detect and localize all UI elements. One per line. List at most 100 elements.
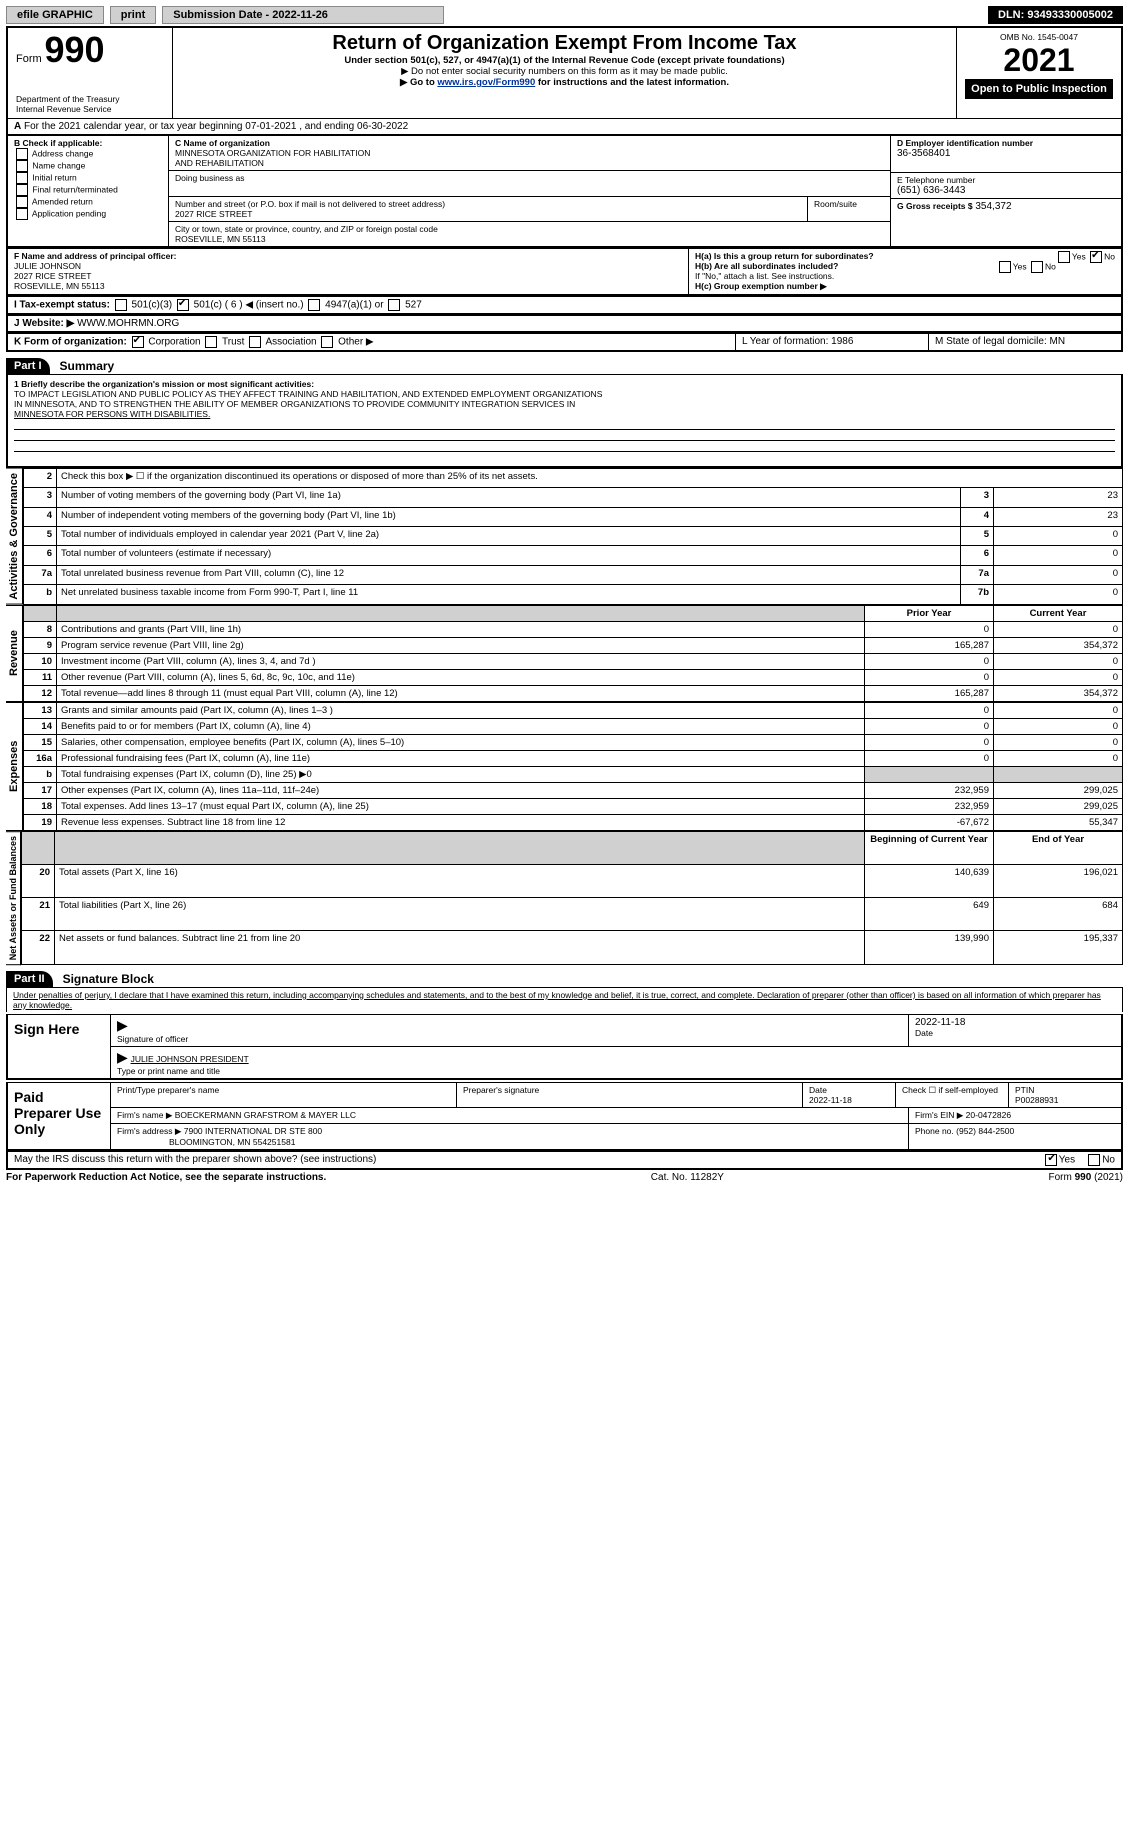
paid-label: Paid Preparer Use Only (8, 1083, 110, 1149)
app-pending-checkbox[interactable] (16, 208, 28, 220)
addr-label: Number and street (or P.O. box if mail i… (175, 199, 801, 209)
arrow-icon: ▶ (117, 1017, 128, 1033)
top-bar: efile GRAPHIC print Submission Date - 20… (6, 6, 1123, 24)
ha-yes-checkbox[interactable] (1058, 251, 1070, 263)
part2-header: Part II Signature Block (6, 971, 1123, 987)
box-m: M State of legal domicile: MN (929, 334, 1121, 350)
paid-preparer-section: Paid Preparer Use Only Print/Type prepar… (6, 1082, 1123, 1151)
box-b-label: B Check if applicable: (14, 138, 162, 148)
prep-name-hdr: Print/Type preparer's name (110, 1083, 456, 1107)
ha-no-checkbox[interactable] (1090, 251, 1102, 263)
prep-sig-hdr: Preparer's signature (456, 1083, 802, 1107)
hc-label: H(c) Group exemption number ▶ (695, 281, 1115, 292)
curr-year-hdr: Current Year (994, 605, 1123, 621)
efile-label: efile GRAPHIC (6, 6, 104, 24)
ein-val: 36-3568401 (897, 148, 1115, 159)
hb-yes-checkbox[interactable] (999, 261, 1011, 273)
officer-group-block: F Name and address of principal officer:… (6, 248, 1123, 296)
side-gov: Activities & Governance (6, 468, 23, 605)
ha-label: H(a) Is this a group return for subordin… (695, 251, 874, 261)
irs-link[interactable]: www.irs.gov/Form990 (437, 77, 535, 88)
gross-receipts: 354,372 (975, 201, 1011, 212)
mission-lead: 1 Briefly describe the organization's mi… (14, 379, 1115, 389)
hb-label: H(b) Are all subordinates included? (695, 261, 838, 271)
box-j-label: J Website: ▶ (14, 318, 74, 329)
na-table: Beginning of Current YearEnd of Year 20T… (21, 831, 1123, 965)
side-exp: Expenses (6, 702, 23, 831)
box-k-label: K Form of organization: (14, 337, 127, 348)
tax-year: 2021 (965, 42, 1113, 79)
4947-checkbox[interactable] (308, 299, 320, 311)
officer-addr2: ROSEVILLE, MN 55113 (14, 281, 682, 291)
dba-label: Doing business as (175, 173, 884, 183)
box-i-label: I Tax-exempt status: (14, 300, 110, 311)
501c-checkbox[interactable] (177, 299, 189, 311)
sig-name-label: Type or print name and title (117, 1066, 1115, 1076)
firm-addr1: 7900 INTERNATIONAL DR STE 800 (184, 1126, 322, 1136)
other-checkbox[interactable] (321, 336, 333, 348)
part2-title: Signature Block (63, 972, 154, 986)
footer-right: Form 990 (2021) (1049, 1172, 1123, 1183)
discuss-row: May the IRS discuss this return with the… (6, 1151, 1123, 1170)
corp-checkbox[interactable] (132, 336, 144, 348)
exp-table: 13Grants and similar amounts paid (Part … (23, 702, 1123, 831)
mission-l2: IN MINNESOTA, AND TO STRENGTHEN THE ABIL… (14, 399, 1115, 409)
phone-val: (651) 636-3443 (897, 185, 1115, 196)
addr-change-checkbox[interactable] (16, 148, 28, 160)
sig-date-label: Date (915, 1028, 1115, 1038)
prior-year-hdr: Prior Year (865, 605, 994, 621)
hb-no-checkbox[interactable] (1031, 261, 1043, 273)
firm-name: BOECKERMANN GRAFSTROM & MAYER LLC (175, 1110, 356, 1120)
rev-table: Prior YearCurrent Year 8Contributions an… (23, 605, 1123, 702)
net-assets-block: Net Assets or Fund Balances Beginning of… (6, 831, 1123, 965)
footer-mid: Cat. No. 11282Y (651, 1172, 724, 1183)
box-l: L Year of formation: 1986 (736, 334, 929, 350)
form-title: Return of Organization Exempt From Incom… (181, 32, 948, 55)
form-word: Form (16, 53, 42, 65)
box-d-label: D Employer identification number (897, 138, 1115, 148)
amended-checkbox[interactable] (16, 196, 28, 208)
discuss-yes-checkbox[interactable] (1045, 1154, 1057, 1166)
side-rev: Revenue (6, 605, 23, 702)
firm-ein: 20-0472826 (966, 1110, 1011, 1120)
org-name-2: AND REHABILITATION (175, 158, 884, 168)
final-return-checkbox[interactable] (16, 184, 28, 196)
goto-post: for instructions and the latest informat… (535, 77, 729, 88)
sign-here-label: Sign Here (8, 1015, 110, 1078)
revenue-block: Revenue Prior YearCurrent Year 8Contribu… (6, 605, 1123, 702)
mission-l3: MINNESOTA FOR PERSONS WITH DISABILITIES. (14, 409, 1115, 419)
501c3-checkbox[interactable] (115, 299, 127, 311)
sig-name: JULIE JOHNSON PRESIDENT (131, 1054, 249, 1064)
sig-date: 2022-11-18 (915, 1017, 1115, 1028)
form-number: 990 (44, 29, 104, 70)
initial-return-checkbox[interactable] (16, 172, 28, 184)
firm-addr2: BLOOMINGTON, MN 554251581 (169, 1137, 295, 1147)
city-val: ROSEVILLE, MN 55113 (175, 234, 884, 244)
dln-label: DLN: 93493330005002 (988, 6, 1123, 24)
trust-checkbox[interactable] (205, 336, 217, 348)
side-na: Net Assets or Fund Balances (6, 831, 21, 965)
527-checkbox[interactable] (388, 299, 400, 311)
part1-header: Part I Summary (6, 358, 1123, 374)
gov-row-2: Check this box ▶ ☐ if the organization d… (57, 469, 1123, 488)
name-change-checkbox[interactable] (16, 160, 28, 172)
website-val: WWW.MOHRMN.ORG (77, 318, 179, 329)
line-a-text: For the 2021 calendar year, or tax year … (24, 121, 408, 132)
submission-date-button[interactable]: Submission Date - 2022-11-26 (162, 6, 444, 24)
assoc-checkbox[interactable] (249, 336, 261, 348)
form-header: Form 990 Department of the Treasury Inte… (6, 26, 1123, 118)
city-label: City or town, state or province, country… (175, 224, 884, 234)
footer-left: For Paperwork Reduction Act Notice, see … (6, 1172, 326, 1183)
box-e-label: E Telephone number (897, 175, 1115, 185)
discuss-no-checkbox[interactable] (1088, 1154, 1100, 1166)
part1-title: Summary (60, 359, 115, 373)
print-button[interactable]: print (110, 6, 156, 24)
street-addr: 2027 RICE STREET (175, 209, 801, 219)
status-website-block: I Tax-exempt status: 501(c)(3) 501(c) ( … (6, 296, 1123, 315)
room-label: Room/suite (808, 197, 890, 221)
sig-officer-label: Signature of officer (117, 1034, 902, 1044)
end-year-hdr: End of Year (994, 831, 1123, 864)
begin-year-hdr: Beginning of Current Year (865, 831, 994, 864)
officer-name: JULIE JOHNSON (14, 261, 682, 271)
footer: For Paperwork Reduction Act Notice, see … (6, 1172, 1123, 1183)
